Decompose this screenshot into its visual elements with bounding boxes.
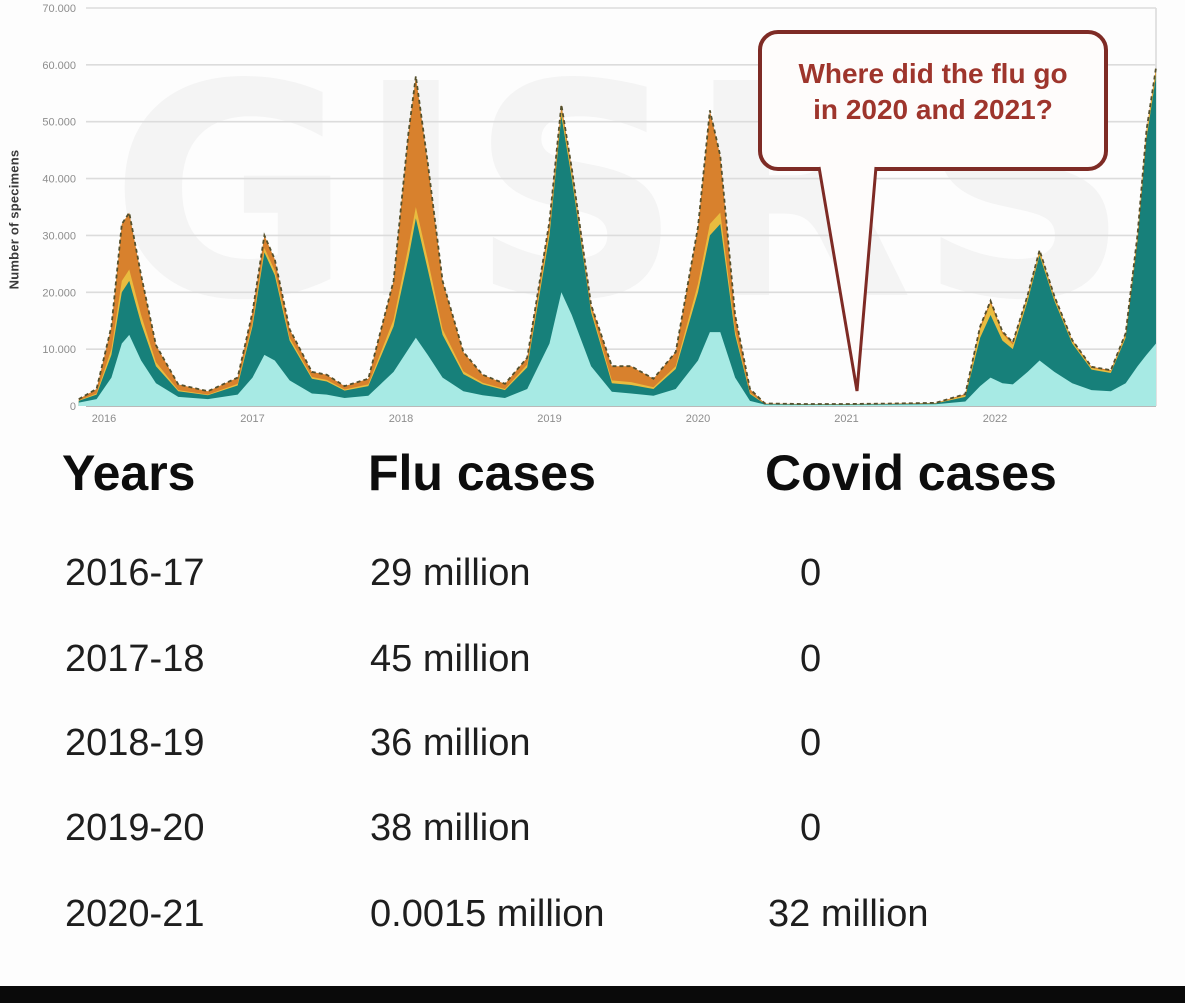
cell-years: 2019-20 (65, 807, 205, 849)
svg-text:40.000: 40.000 (42, 174, 76, 186)
cell-years: 2016-17 (65, 552, 205, 594)
cell-covid-cases: 32 million (768, 893, 929, 935)
comparison-table: Years Flu cases Covid cases 2016-17 29 m… (62, 445, 1057, 935)
cell-flu-cases: 29 million (370, 552, 531, 594)
speech-bubble-line-1: Where did the flu go (798, 58, 1068, 89)
speech-bubble-tail-icon (817, 166, 878, 392)
svg-text:2017: 2017 (240, 413, 264, 425)
cell-flu-cases: 45 million (370, 638, 531, 680)
cell-covid-cases: 0 (800, 552, 822, 594)
svg-text:70.000: 70.000 (42, 3, 76, 15)
svg-text:20.000: 20.000 (42, 287, 76, 299)
cell-flu-cases: 0.0015 million (370, 893, 605, 935)
cell-flu-cases: 38 million (370, 807, 531, 849)
cell-covid-cases: 0 (800, 807, 822, 849)
cell-covid-cases: 0 (800, 722, 822, 764)
column-header-years: Years (62, 445, 196, 501)
column-header-covid-cases: Covid cases (765, 445, 1057, 501)
svg-text:2022: 2022 (983, 413, 1007, 425)
speech-bubble: Where did the flu go in 2020 and 2021? (758, 30, 1108, 171)
svg-text:50.000: 50.000 (42, 117, 76, 129)
svg-text:2018: 2018 (389, 413, 413, 425)
column-header-flu-cases: Flu cases (368, 445, 596, 501)
svg-text:2021: 2021 (834, 413, 858, 425)
svg-text:30.000: 30.000 (42, 230, 76, 242)
speech-bubble-line-2: in 2020 and 2021? (813, 94, 1053, 125)
cell-years: 2017-18 (65, 638, 205, 680)
svg-text:2019: 2019 (537, 413, 561, 425)
cell-years: 2020-21 (65, 893, 205, 935)
chart-canvas: 0 10.000 20.000 30.000 40.000 50.000 60.000 70.… (42, 3, 1157, 425)
svg-text:0: 0 (70, 401, 76, 413)
cell-flu-cases: 36 million (370, 722, 531, 764)
bottom-bar (0, 986, 1185, 1003)
svg-text:10.000: 10.000 (42, 344, 76, 356)
svg-text:2020: 2020 (686, 413, 710, 425)
svg-text:60.000: 60.000 (42, 60, 76, 72)
svg-text:2016: 2016 (92, 413, 116, 425)
cell-covid-cases: 0 (800, 638, 822, 680)
cell-years: 2018-19 (65, 722, 205, 764)
